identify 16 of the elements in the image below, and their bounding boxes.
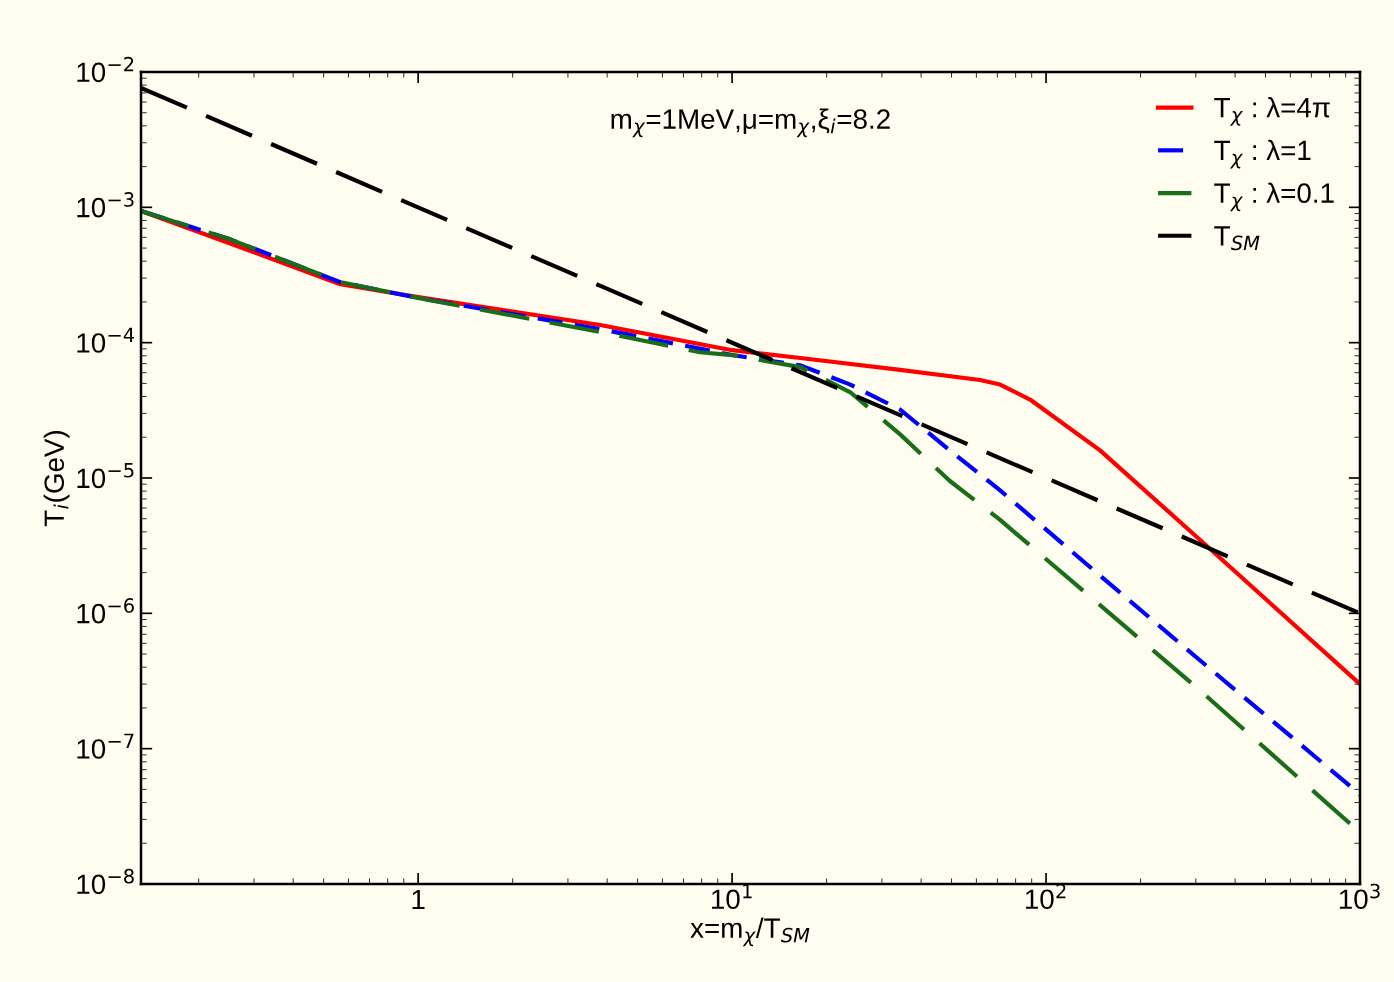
y-tick-label: 10$^{−3}$ [77,192,134,218]
y-tick-label: 10$^{−2}$ [77,56,134,83]
x-axis-title: x=m$_{χ}$/T$_{SM}$ [690,917,810,947]
legend-label: T$_{SM}$ [1214,226,1260,251]
y-tick-label: 10$^{−4}$ [77,327,135,353]
legend-label: T$_{χ}$ : λ=1 [1214,139,1311,169]
x-tick-label: 10$^{3}$ [1339,883,1380,910]
text: m$_{χ}$=1MeV,μ=m$_{χ}$,ξ$_{i}$=8.2 [611,108,890,138]
y-tick-label: 10$^{−7}$ [77,733,134,759]
y-tick-label: 10$^{−5}$ [77,463,134,489]
y-tick-label: 10$^{−6}$ [77,598,134,624]
legend-label: T$_{χ}$ : λ=4π [1214,97,1330,126]
y-axis-title: T$_{i}$(GeV) [43,431,70,527]
y-tick-label: 10$^{−8}$ [77,868,134,895]
x-tick-label: 1 [412,889,425,909]
legend-label: T$_{χ}$ : λ=0.1 [1214,182,1334,212]
